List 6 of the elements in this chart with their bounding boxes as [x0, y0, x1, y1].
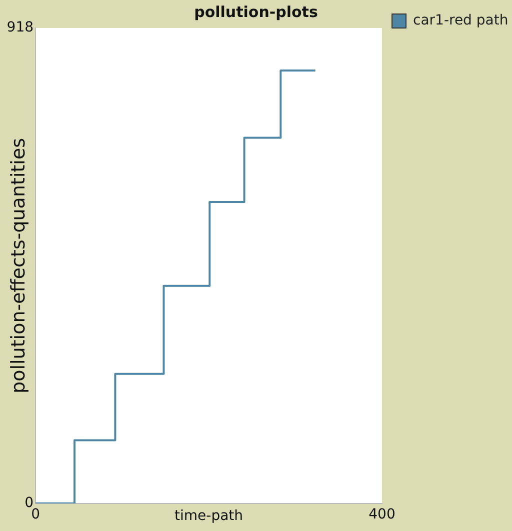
x-axis-title: time-path — [174, 508, 244, 524]
chart-title: pollution-plots — [194, 2, 318, 21]
legend-label: car1-red path — [413, 12, 508, 29]
x-tick-label: 400 — [368, 506, 396, 522]
y-tick-label: 918 — [6, 20, 34, 36]
y-axis-title: pollution-effects-quantities — [7, 138, 30, 394]
